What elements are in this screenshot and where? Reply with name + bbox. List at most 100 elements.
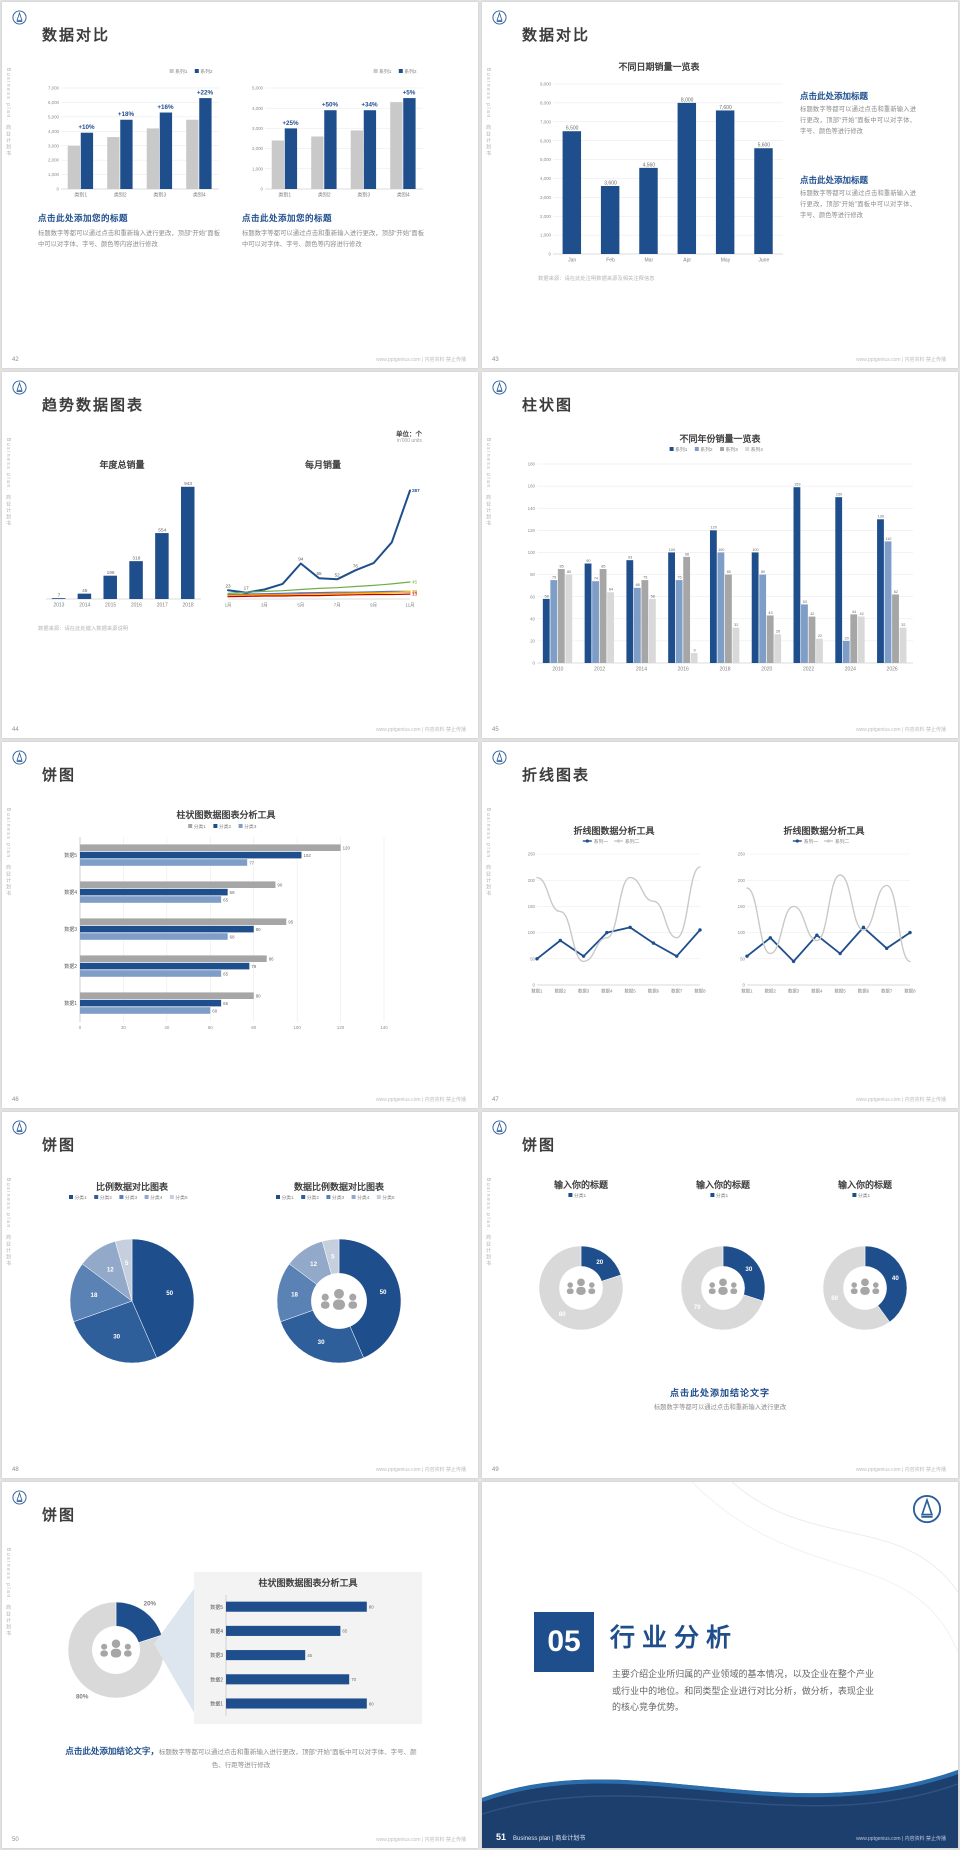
svg-text:50: 50	[740, 956, 745, 961]
svg-text:5,600: 5,600	[758, 143, 771, 149]
svg-text:数据3: 数据3	[210, 1652, 223, 1659]
site-footer: www.pptgenius.com | 内容资料 禁止传播	[376, 727, 466, 733]
svg-text:数据7: 数据7	[671, 988, 683, 995]
side-vertical-label: Business plan. 商业计划书	[5, 1178, 11, 1267]
svg-text:60: 60	[212, 1008, 217, 1013]
svg-text:75: 75	[552, 575, 556, 579]
page-number: 43	[492, 357, 499, 363]
svg-text:180: 180	[528, 462, 536, 467]
svg-text:102: 102	[303, 853, 311, 858]
slide-title: 数据对比	[522, 27, 591, 44]
side-vertical-label: Business plan. 商业计划书	[5, 438, 11, 527]
svg-text:每月销量: 每月销量	[305, 459, 341, 470]
monthly-sales-line-chart: 每月销量 1月 3月 5月 7月 9月 11月 287 23 17 94 55 52 76 45 20 18 20…	[220, 458, 426, 610]
svg-text:Mar: Mar	[645, 258, 654, 264]
svg-text:数据2: 数据2	[210, 1676, 223, 1683]
svg-text:0: 0	[549, 252, 552, 257]
svg-text:20: 20	[844, 636, 848, 640]
svg-text:7: 7	[58, 593, 61, 599]
svg-text:110: 110	[885, 537, 891, 541]
svg-text:60: 60	[530, 594, 535, 599]
svg-text:7月: 7月	[334, 603, 341, 609]
svg-text:80: 80	[727, 570, 731, 574]
text-block-body: 标题数字等都可以通过点击和重新输入进行更改，顶部“开始”面板中可以对字体、字号、…	[800, 190, 916, 220]
svg-text:数据5: 数据5	[835, 988, 847, 995]
svg-text:系列2: 系列2	[200, 68, 213, 75]
svg-text:+10%: +10%	[78, 124, 95, 131]
side-vertical-label: Business plan. 商业计划书	[5, 68, 11, 157]
svg-text:柱状图数据图表分析工具: 柱状图数据图表分析工具	[176, 809, 275, 820]
svg-text:52: 52	[335, 572, 341, 577]
grouped-bar-chart-left: 系列1 系列2 0 1,000 2,000 3,000 4,000 5,000 6,000 7,0…	[38, 66, 224, 200]
unit-sublabel: in'000 units	[396, 438, 422, 444]
svg-text:30: 30	[745, 1266, 752, 1273]
svg-text:数据5: 数据5	[64, 852, 77, 859]
slide-title: 折线图表	[522, 767, 591, 784]
brand-logo-icon	[12, 750, 27, 765]
svg-text:比例数据对比图表: 比例数据对比图表	[96, 1181, 169, 1192]
line-chart-right: 折线图数据分析工具 系列一 系列二 0 50 100 150 200 250 数据1 数据2 数据3 数…	[730, 824, 918, 996]
page-number: 49	[492, 1467, 499, 1473]
svg-text:250: 250	[528, 852, 536, 857]
svg-text:数据2: 数据2	[765, 988, 777, 995]
svg-text:数据1: 数据1	[741, 988, 753, 995]
svg-text:2014: 2014	[636, 667, 647, 673]
svg-text:80: 80	[559, 1311, 566, 1318]
svg-text:287: 287	[412, 488, 420, 493]
svg-text:23: 23	[225, 583, 231, 588]
side-vertical-label: Business plan. 商业计划书	[5, 1548, 11, 1637]
svg-text:40: 40	[530, 616, 535, 621]
grouped-bar-chart-right: 系列1 系列2 0 1,000 2,000 3,000 4,000 5,000 +25% 类别1 +…	[242, 66, 428, 200]
svg-text:数据2: 数据2	[555, 988, 567, 995]
svg-text:6,500: 6,500	[566, 126, 579, 132]
svg-text:5,000: 5,000	[540, 157, 552, 162]
svg-text:94: 94	[298, 556, 304, 561]
svg-text:80: 80	[530, 572, 535, 577]
svg-text:2022: 2022	[803, 667, 814, 673]
site-footer: www.pptgenius.com | 内容资料 禁止传播	[856, 1836, 946, 1842]
svg-text:74: 74	[594, 577, 598, 581]
svg-text:42: 42	[859, 612, 863, 616]
conclusion-rest: 标题数字等都可以通过点击和重新输入进行更改，顶部“开始”面板中可以对字体、字号、…	[158, 1749, 417, 1769]
svg-text:数据6: 数据6	[858, 988, 870, 995]
svg-text:0: 0	[79, 1025, 82, 1030]
chart-description: 标题数字等都可以通过点击和重新输入进行更改，顶部“开始”面板中可以对字体、字号、…	[242, 230, 424, 249]
text-block-heading: 点击此处添加标题	[800, 91, 869, 101]
conclusion-paragraph: 点击此处添加结论文字，标题数字等都可以通过点击和重新输入进行更改，顶部“开始”面…	[62, 1744, 420, 1772]
svg-text:7,000: 7,000	[48, 86, 60, 91]
svg-text:9,000: 9,000	[540, 82, 552, 87]
svg-text:2,000: 2,000	[252, 146, 264, 151]
svg-text:100: 100	[669, 548, 675, 552]
svg-text:系列2: 系列2	[700, 446, 713, 453]
site-footer: www.pptgenius.com | 内容资料 禁止传播	[856, 1097, 946, 1103]
svg-text:13: 13	[412, 592, 418, 597]
svg-text:分类5: 分类5	[175, 1194, 188, 1201]
svg-text:类别1: 类别1	[278, 192, 291, 199]
svg-text:196: 196	[107, 570, 115, 576]
svg-text:43: 43	[768, 611, 772, 615]
slide-49: Business plan. 商业计划书 饼图 输入你的标题 分类1 20 80 输入…	[482, 1112, 958, 1478]
svg-text:系列2: 系列2	[404, 68, 417, 75]
svg-text:分类4: 分类4	[357, 1194, 370, 1201]
svg-text:分类1: 分类1	[858, 1192, 871, 1199]
svg-text:Jan: Jan	[568, 258, 576, 264]
site-footer: www.pptgenius.com | 内容资料 禁止传播	[376, 1097, 466, 1103]
svg-text:20: 20	[530, 638, 535, 643]
svg-text:250: 250	[738, 852, 746, 857]
svg-text:5,000: 5,000	[252, 86, 264, 91]
svg-text:45: 45	[307, 1653, 312, 1658]
brand-logo-icon	[492, 380, 507, 395]
svg-text:3,600: 3,600	[604, 180, 617, 186]
site-footer: www.pptgenius.com | 内容资料 禁止传播	[376, 1837, 466, 1843]
page-number: 44	[12, 727, 19, 733]
side-vertical-label: Business plan. 商业计划书	[485, 438, 491, 527]
brand-logo-icon	[12, 10, 27, 25]
slide-title: 数据对比	[42, 27, 111, 44]
svg-text:类别3: 类别3	[357, 192, 370, 199]
svg-text:30: 30	[318, 1339, 325, 1346]
site-footer: www.pptgenius.com | 内容资料 禁止传播	[856, 1467, 946, 1473]
svg-text:58: 58	[544, 594, 548, 598]
svg-text:+50%: +50%	[322, 102, 339, 109]
analysis-panel: 柱状图数据图表分析工具 数据5 80 数据4 65 数据3 45 数据2 70 数据1 80	[194, 1572, 422, 1724]
chart-caption: 点击此处添加您的标题	[38, 213, 129, 223]
